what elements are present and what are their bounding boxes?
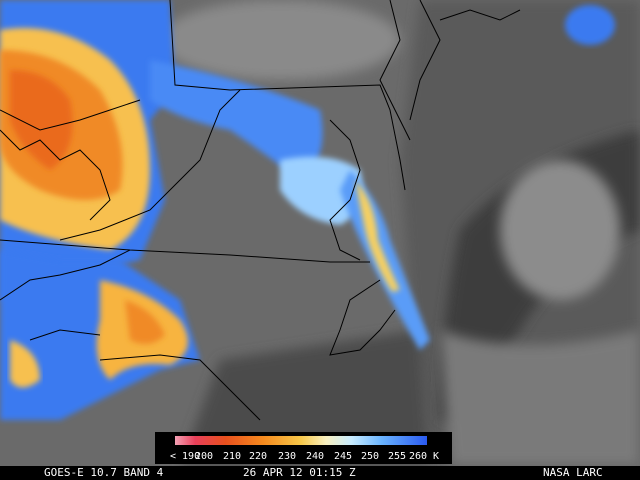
- colorbar-label: 200: [195, 451, 213, 462]
- imagery: [0, 0, 640, 466]
- timestamp: 26 APR 12 01:15 Z: [243, 466, 356, 479]
- colorbar-label: 210: [223, 451, 241, 462]
- colorbar-label: 240: [306, 451, 324, 462]
- satellite-label: GOES-E 10.7 BAND 4: [44, 466, 164, 479]
- colorbar-label: 250: [361, 451, 379, 462]
- footer-bar: [0, 466, 640, 480]
- colorbar-label: 260 K: [409, 451, 439, 462]
- colorbar-label: 230: [278, 451, 296, 462]
- colorbar-label: 220: [249, 451, 267, 462]
- source-label: NASA LARC: [543, 466, 603, 479]
- borders: [0, 0, 521, 421]
- colorbar-label: < 190: [170, 451, 200, 462]
- colorbar-gradient: [175, 436, 427, 445]
- colorbar-label: 255: [388, 451, 406, 462]
- colorbar-label: 245: [334, 451, 352, 462]
